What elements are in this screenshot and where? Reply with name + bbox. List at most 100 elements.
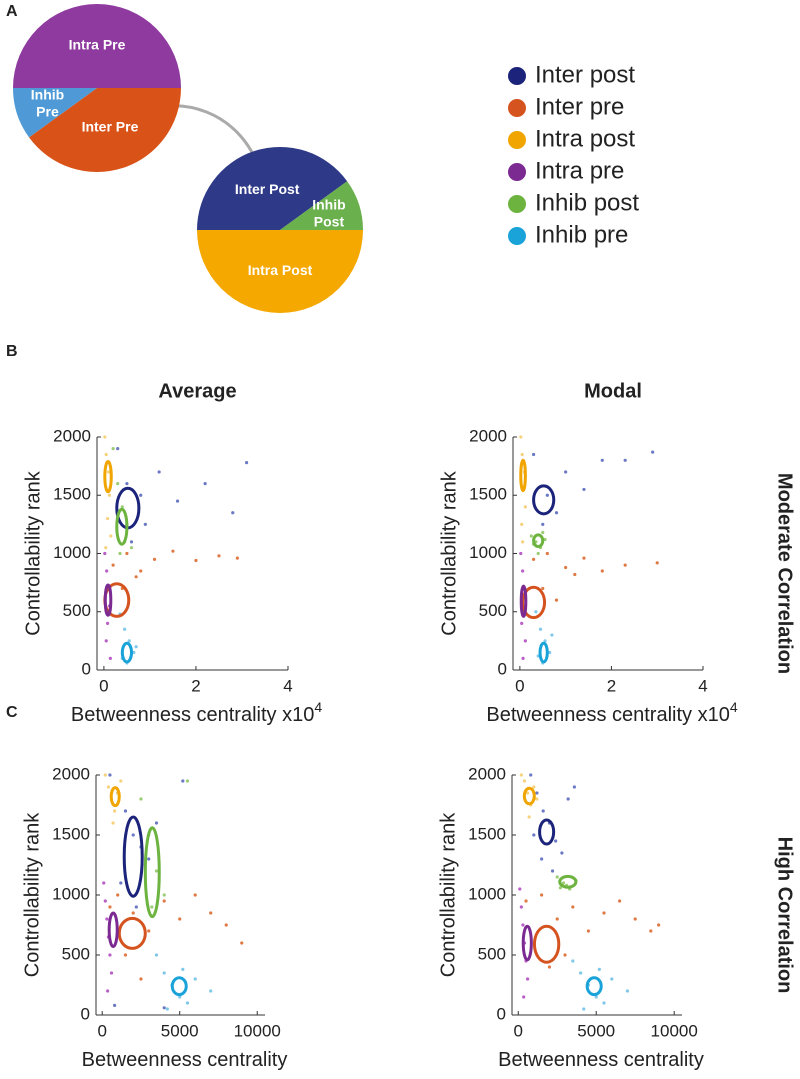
point xyxy=(162,893,166,897)
point xyxy=(118,551,122,556)
point xyxy=(520,522,524,526)
point xyxy=(139,569,143,573)
point xyxy=(106,989,110,993)
point xyxy=(618,899,622,903)
legend-marker xyxy=(508,131,526,149)
point xyxy=(105,516,110,521)
point xyxy=(536,551,540,556)
pie-slice xyxy=(13,4,181,88)
x-axis-label-text: Betweenness centrality xyxy=(82,1049,288,1071)
point xyxy=(651,450,655,454)
point xyxy=(571,905,575,909)
point xyxy=(194,558,198,563)
legend-label: Inter pre xyxy=(535,93,624,120)
point xyxy=(545,493,549,497)
x-axis-label-exponent: 4 xyxy=(314,699,322,715)
y-tick-label: 2000 xyxy=(468,764,506,783)
mean-ellipse xyxy=(109,786,121,808)
point xyxy=(185,779,190,783)
point xyxy=(571,959,575,963)
point xyxy=(594,995,598,999)
point xyxy=(579,971,583,975)
mean-ellipse xyxy=(519,584,528,618)
point xyxy=(131,833,135,837)
y-tick-label: 500 xyxy=(479,601,507,620)
point xyxy=(109,971,114,975)
point xyxy=(127,639,131,643)
point xyxy=(535,797,539,801)
point xyxy=(543,639,547,643)
point xyxy=(564,470,568,474)
point xyxy=(547,965,552,969)
legend-label: Inhib pre xyxy=(535,221,628,248)
point xyxy=(123,809,128,813)
y-tick-label: 1000 xyxy=(469,543,507,562)
point xyxy=(532,785,536,789)
mean-ellipse xyxy=(521,924,533,962)
point xyxy=(560,851,564,855)
legend-label: Inhib post xyxy=(535,189,639,216)
mean-ellipse xyxy=(519,458,527,493)
point xyxy=(550,633,554,637)
point xyxy=(181,967,185,972)
point xyxy=(181,779,185,783)
x-axis-label-text: Betweenness centrality x10 xyxy=(71,704,314,726)
point xyxy=(175,499,180,503)
mean-ellipse xyxy=(532,533,545,549)
point xyxy=(602,911,606,915)
point xyxy=(541,530,545,535)
row-title: Moderate Correlation xyxy=(774,473,796,674)
point xyxy=(162,1006,166,1010)
y-tick-label: 2000 xyxy=(52,764,90,783)
mean-ellipse xyxy=(532,484,556,516)
point xyxy=(602,1001,606,1005)
point xyxy=(152,557,157,561)
point xyxy=(108,773,112,777)
x-axis-label: Betweenness centrality x104 xyxy=(71,699,322,727)
point xyxy=(535,791,539,795)
point xyxy=(541,809,545,813)
x-axis-label-text: Betweenness centrality xyxy=(498,1049,704,1071)
point xyxy=(521,569,525,573)
mean-ellipse xyxy=(558,874,578,889)
x-axis-label-text: Betweenness centrality x10 xyxy=(486,704,729,726)
point xyxy=(582,487,586,492)
point xyxy=(154,821,159,825)
legend-label: Intra post xyxy=(535,125,635,152)
point xyxy=(655,561,659,565)
legend-marker xyxy=(508,67,526,85)
y-axis-label: Controllability rank xyxy=(21,812,43,978)
point xyxy=(538,627,543,631)
point xyxy=(125,551,129,556)
x-tick-label: 0 xyxy=(97,1021,106,1040)
point xyxy=(524,899,528,903)
y-tick-label: 1000 xyxy=(52,884,90,903)
point xyxy=(111,447,115,451)
point xyxy=(520,452,524,457)
mean-ellipse xyxy=(115,507,129,546)
point xyxy=(522,779,527,783)
mean-ellipse xyxy=(103,583,113,617)
legend-marker xyxy=(508,99,526,117)
point xyxy=(139,493,143,497)
point xyxy=(154,869,159,873)
point xyxy=(103,551,107,556)
point xyxy=(633,917,637,921)
point xyxy=(521,923,525,927)
point xyxy=(105,917,109,921)
y-tick-label: 1500 xyxy=(52,824,90,843)
point xyxy=(610,977,614,981)
point xyxy=(134,905,138,909)
legend-label: Inter post xyxy=(535,61,635,88)
mean-ellipse xyxy=(532,924,561,964)
point xyxy=(231,511,235,515)
point xyxy=(154,953,159,957)
point xyxy=(111,563,115,567)
point xyxy=(113,1003,117,1008)
point xyxy=(532,557,536,561)
point xyxy=(525,977,530,981)
x-tick-label: 0 xyxy=(99,676,108,695)
point xyxy=(143,522,147,526)
x-tick-label: 2 xyxy=(191,676,200,695)
point xyxy=(545,551,549,556)
